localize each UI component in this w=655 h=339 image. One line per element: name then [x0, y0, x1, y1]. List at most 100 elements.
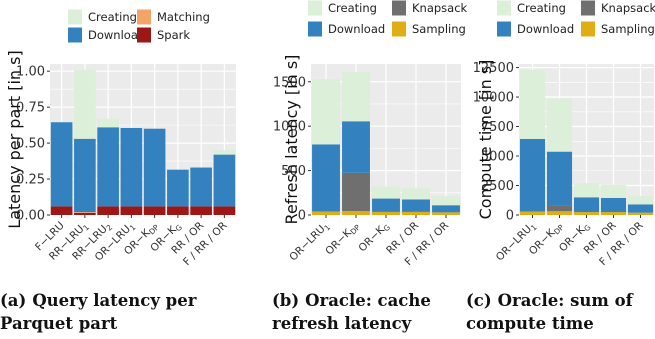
bar-download	[50, 122, 73, 207]
bar-spark	[50, 206, 73, 215]
bar-download	[190, 167, 212, 207]
bar-sampling	[573, 212, 600, 215]
bar-knapsack	[546, 205, 573, 212]
legend-label-matching: Matching	[157, 10, 210, 24]
legend-label-sampling: Sampling	[412, 22, 466, 36]
legend-swatch-sampling	[392, 21, 406, 37]
caption-b-text: Oracle: cache refresh latency	[272, 291, 431, 333]
bar-sampling	[312, 211, 340, 215]
legend-swatch-download	[68, 27, 82, 43]
bar-sampling	[402, 211, 430, 215]
bar-creating	[97, 118, 119, 128]
legend-swatch-knapsack	[581, 0, 595, 16]
bar-creating	[627, 196, 654, 205]
y-tick-label: 0	[506, 209, 514, 224]
x-tick-label: OR−LRU1	[494, 219, 539, 264]
legend-swatch-download	[308, 21, 322, 37]
bar-creating	[546, 98, 573, 152]
bar-spark	[190, 206, 212, 215]
bar-creating	[372, 186, 400, 199]
bar-sampling	[600, 212, 627, 215]
bar-matching	[74, 212, 96, 213]
bar-sampling	[342, 211, 370, 215]
y-tick-label: 0	[298, 209, 306, 224]
x-tick-label: OR−LRU1	[287, 219, 332, 264]
caption-a-label: (a)	[0, 291, 27, 310]
bar-download	[519, 138, 546, 212]
bar-spark	[213, 206, 236, 215]
bar-download	[312, 144, 340, 212]
y-tick-label: 2500	[481, 179, 514, 194]
legend-swatch-creating	[308, 0, 322, 16]
bar-sampling	[372, 211, 400, 215]
legend-swatch-creating	[497, 0, 511, 16]
y-tick-label: 1000	[273, 120, 306, 135]
bar-download	[402, 199, 430, 212]
bar-sampling	[546, 211, 573, 215]
bar-creating	[74, 69, 96, 139]
y-tick-label: 1500	[273, 75, 306, 90]
legend-swatch-knapsack	[392, 0, 406, 16]
y-tick-label: 1.00	[16, 65, 45, 80]
legend-label-creating: Creating	[517, 1, 566, 15]
legend-swatch-download	[497, 21, 511, 37]
bar-download	[120, 127, 143, 207]
bar-sampling	[627, 212, 654, 215]
bar-spark	[74, 212, 96, 215]
bar-download	[573, 197, 600, 213]
bar-download	[97, 127, 119, 207]
legend-label-knapsack: Knapsack	[601, 1, 655, 15]
bar-sampling	[432, 212, 460, 215]
y-axis-title: Refresh latency [in s]	[282, 55, 301, 225]
legend-label-download: Download	[328, 22, 385, 36]
legend-swatch-creating	[68, 9, 82, 25]
bar-spark	[120, 206, 143, 215]
chart-query-latency: 0.000.250.500.751.00F−LRURR−LRU1RR−LRU2O…	[5, 9, 236, 268]
figure: 0.000.250.500.751.00F−LRURR−LRU1RR−LRU2O…	[5, 0, 655, 268]
legend-label-sampling: Sampling	[601, 22, 655, 36]
bar-creating	[402, 187, 430, 200]
bar-download	[143, 128, 166, 207]
bar-creating	[432, 196, 460, 206]
y-tick-label: 0.50	[16, 137, 45, 152]
legend-label-creating: Creating	[88, 10, 137, 24]
legend-swatch-sampling	[581, 21, 595, 37]
bar-creating	[312, 79, 340, 145]
bar-download	[167, 169, 189, 207]
bar-download	[372, 198, 400, 212]
bar-download	[342, 121, 370, 173]
caption-b: (b) Oracle: cache refresh latency	[272, 289, 462, 335]
y-tick-label: 0.75	[16, 101, 45, 116]
legend-label-creating: Creating	[328, 1, 377, 15]
bar-download	[546, 151, 573, 206]
caption-a: (a) Query latency per Parquet part	[0, 289, 240, 335]
bar-sampling	[519, 211, 546, 215]
y-tick-label: 7500	[481, 120, 514, 135]
bar-download	[213, 154, 236, 207]
legend-swatch-spark	[137, 27, 151, 43]
bar-spark	[97, 206, 119, 215]
bar-spark	[143, 206, 166, 215]
bar-creating	[342, 71, 370, 122]
y-tick-label: 500	[281, 164, 306, 179]
caption-c: (c) Oracle: sum of compute time	[466, 289, 655, 335]
y-tick-label: 5000	[481, 150, 514, 165]
caption-a-text: Query latency per Parquet part	[0, 291, 197, 333]
chart-compute-time: 02500500075001000012500OR−LRU1OR−KDPOR−K…	[473, 0, 655, 268]
y-axis-title: Latency per part [in s]	[5, 50, 24, 228]
legend-label-spark: Spark	[157, 28, 190, 42]
legend-label-knapsack: Knapsack	[412, 1, 468, 15]
caption-c-text: Oracle: sum of compute time	[466, 291, 633, 333]
bar-download	[74, 138, 96, 213]
y-tick-label: 0.25	[16, 173, 45, 188]
bar-creating	[573, 183, 600, 198]
bar-creating	[519, 69, 546, 139]
y-tick-label: 12500	[473, 61, 514, 76]
bar-creating	[600, 184, 627, 198]
y-tick-label: 10000	[473, 91, 514, 106]
bar-creating	[213, 150, 236, 155]
caption-b-label: (b)	[272, 291, 300, 310]
bar-spark	[167, 206, 189, 215]
bar-download	[432, 205, 460, 213]
